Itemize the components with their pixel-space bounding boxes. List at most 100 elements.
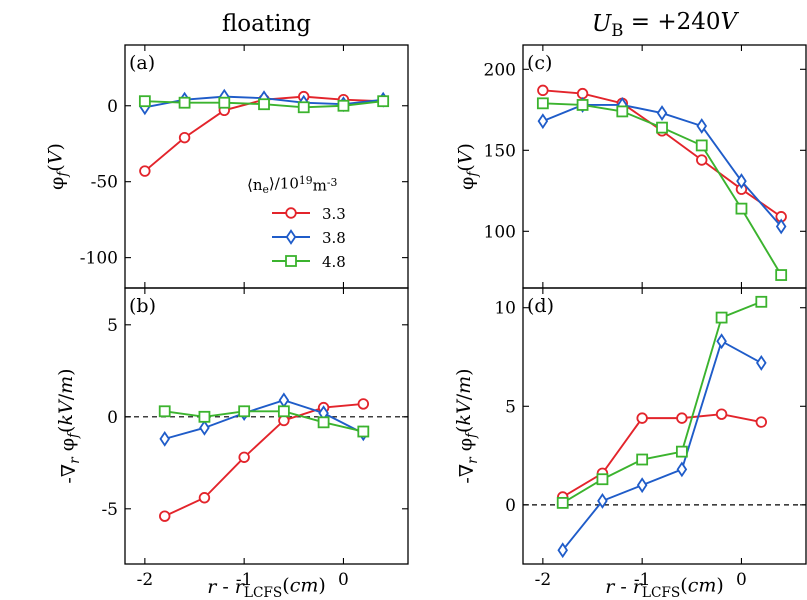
data-point-3.8 bbox=[775, 218, 787, 235]
axes-frame bbox=[124, 44, 409, 289]
y-tick-label: 200 bbox=[484, 60, 516, 80]
data-point-4.8 bbox=[596, 473, 609, 486]
series-line-3.3 bbox=[164, 402, 364, 518]
x-tick-label: -1 bbox=[634, 570, 651, 590]
data-point-4.8 bbox=[536, 97, 549, 110]
series-line-3.3 bbox=[562, 413, 762, 498]
panel-b: -2 -1 0 -5 0 5 (b) -∇r​ φf​(kV/m) bbox=[55, 287, 409, 590]
data-point-3.8 bbox=[597, 492, 608, 509]
x-axis-label: r - rLCFS​(cm) bbox=[207, 574, 326, 600]
y-axis-label: φf​(V) bbox=[454, 143, 481, 190]
panel-d: -2 -1 0 0 5 10 (d) -∇r​ φf​(kV/m) bbox=[453, 287, 807, 590]
x-tick-label: -2 bbox=[137, 570, 154, 590]
legend-marker-3.8 bbox=[285, 229, 297, 245]
data-point-3.3 bbox=[139, 165, 151, 177]
data-point-4.8 bbox=[158, 405, 171, 418]
data-point-3.8 bbox=[736, 173, 747, 190]
data-point-3.3 bbox=[238, 451, 250, 463]
y-tick-label: -50 bbox=[91, 173, 118, 193]
data-point-4.8 bbox=[576, 99, 589, 111]
data-point-4.8 bbox=[695, 139, 708, 152]
y-tick-label: 150 bbox=[484, 141, 516, 161]
data-point-3.3 bbox=[696, 154, 708, 166]
legend-entry-label: 4.8 bbox=[322, 253, 346, 271]
data-point-4.8 bbox=[775, 269, 788, 281]
data-point-3.3 bbox=[636, 412, 648, 424]
x-tick-label: 0 bbox=[736, 570, 747, 590]
axes-frame bbox=[124, 287, 409, 565]
data-point-4.8 bbox=[616, 105, 629, 118]
x-tick-label: -1 bbox=[236, 570, 253, 590]
data-point-3.3 bbox=[178, 131, 191, 144]
data-point-4.8 bbox=[258, 98, 270, 111]
x-tick-label: -2 bbox=[535, 570, 552, 590]
data-point-3.3 bbox=[715, 408, 728, 420]
data-point-3.8 bbox=[199, 419, 210, 436]
data-point-3.8 bbox=[636, 477, 648, 494]
y-axis-label: -∇r​ φf​(kV/m) bbox=[453, 368, 481, 483]
data-point-3.8 bbox=[557, 542, 569, 559]
legend-title: ⟨ne​⟩/1019​m-3​ bbox=[247, 174, 338, 196]
data-point-3.8 bbox=[676, 461, 688, 478]
data-point-4.8 bbox=[178, 96, 191, 109]
data-point-3.8 bbox=[278, 392, 290, 409]
y-axis-label: φf​(V) bbox=[44, 143, 71, 190]
data-point-4.8 bbox=[277, 405, 290, 418]
column-title: UB​ = +240V bbox=[592, 9, 740, 40]
x-axis-label: r - rLCFS​(cm) bbox=[605, 574, 724, 600]
data-point-4.8 bbox=[357, 425, 370, 438]
y-tick-label: 0 bbox=[107, 97, 118, 117]
data-point-3.3 bbox=[537, 84, 549, 97]
y-tick-label: -100 bbox=[80, 249, 118, 269]
data-point-3.8 bbox=[159, 430, 171, 447]
y-tick-label: 0 bbox=[505, 496, 516, 516]
column-title: floating bbox=[222, 11, 311, 37]
series-line-3.8 bbox=[561, 339, 762, 551]
x-tick-label: 0 bbox=[338, 570, 349, 590]
data-point-4.8 bbox=[377, 95, 390, 108]
axes-frame bbox=[522, 287, 807, 565]
data-point-3.3 bbox=[755, 416, 768, 428]
panel-c: 100 150 200 (c) φf​(V) bbox=[454, 44, 807, 289]
panel-label: (a) bbox=[129, 52, 155, 74]
panel-label: (c) bbox=[527, 52, 552, 74]
panel-label: (d) bbox=[527, 295, 554, 317]
y-tick-label: 0 bbox=[107, 408, 118, 428]
data-point-3.3 bbox=[357, 398, 370, 410]
y-tick-label: 10 bbox=[494, 299, 516, 319]
series-line-3.8 bbox=[164, 399, 364, 440]
data-point-4.8 bbox=[556, 496, 569, 509]
data-point-4.8 bbox=[198, 410, 211, 423]
data-point-4.8 bbox=[735, 202, 748, 215]
data-point-3.8 bbox=[716, 333, 727, 350]
data-point-4.8 bbox=[297, 101, 310, 114]
panel-a: -100 -50 0 (a) φf​(V) bbox=[44, 44, 409, 289]
data-point-4.8 bbox=[755, 295, 768, 308]
data-point-3.8 bbox=[656, 105, 668, 121]
series-line-4.8 bbox=[562, 300, 762, 504]
axes-frame bbox=[522, 44, 807, 289]
data-point-4.8 bbox=[656, 121, 668, 134]
data-point-4.8 bbox=[337, 99, 350, 112]
legend-entry-label: 3.3 bbox=[322, 205, 346, 223]
legend-marker-3.3 bbox=[285, 207, 297, 219]
data-point-4.8 bbox=[715, 311, 728, 324]
data-point-4.8 bbox=[317, 416, 330, 429]
data-point-4.8 bbox=[675, 445, 688, 458]
data-point-3.3 bbox=[676, 412, 688, 424]
data-point-3.3 bbox=[159, 510, 171, 522]
data-point-3.8 bbox=[537, 113, 549, 130]
data-point-3.8 bbox=[696, 118, 708, 134]
data-point-4.8 bbox=[636, 453, 649, 466]
legend: ⟨ne​⟩/1019​m-3​ 3.3 3.8 4.8 bbox=[247, 174, 346, 271]
series-line-4.8 bbox=[164, 410, 364, 433]
data-point-3.8 bbox=[756, 354, 767, 371]
data-point-4.8 bbox=[218, 96, 231, 109]
legend-marker-4.8 bbox=[285, 255, 297, 267]
y-tick-label: 5 bbox=[107, 316, 118, 336]
data-point-4.8 bbox=[238, 405, 251, 418]
data-point-4.8 bbox=[138, 95, 151, 108]
y-tick-label: 100 bbox=[484, 222, 516, 242]
panel-label: (b) bbox=[129, 295, 156, 317]
y-tick-label: 5 bbox=[505, 397, 516, 417]
